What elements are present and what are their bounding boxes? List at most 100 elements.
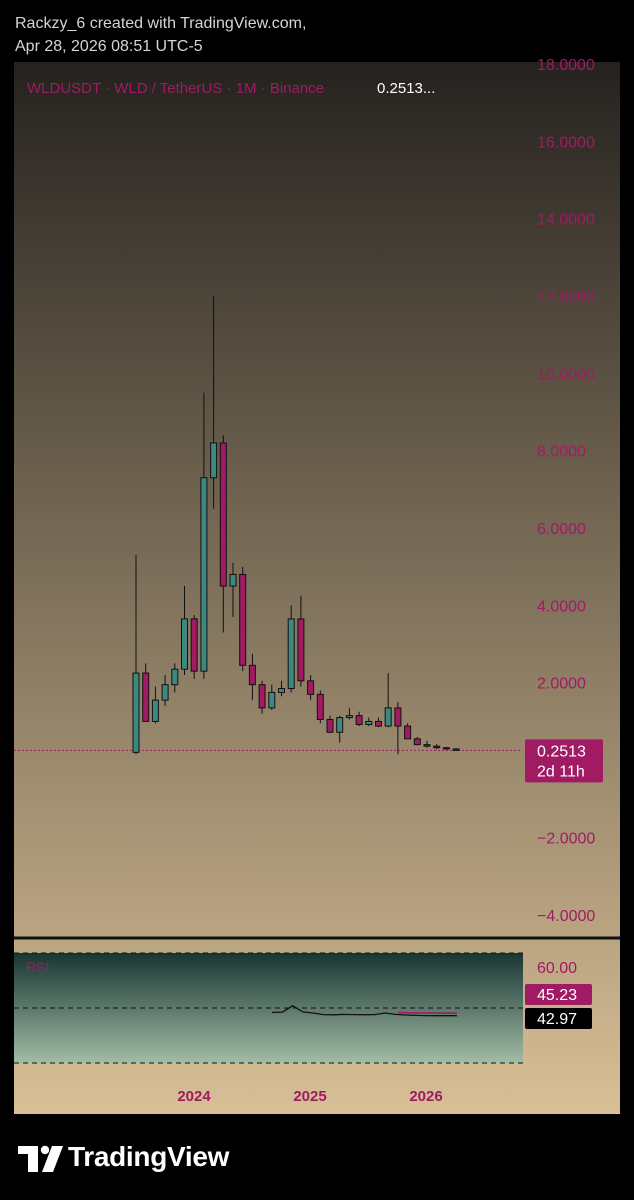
x-tick-label: 2024: [177, 1088, 211, 1105]
candle[interactable]: [229, 562, 237, 617]
x-axis[interactable]: 2024 2025 2026: [177, 1088, 442, 1105]
candle[interactable]: [219, 435, 227, 633]
candle[interactable]: [375, 717, 382, 728]
candle-body-down: [248, 664, 256, 686]
candle-body-up: [268, 691, 276, 709]
candle-body-down: [442, 747, 450, 750]
y-tick-label: 2.0000: [537, 676, 586, 693]
rsi-tag-lower-background: [525, 1008, 592, 1029]
candle[interactable]: [268, 684, 276, 710]
candle[interactable]: [142, 663, 150, 722]
candle[interactable]: [287, 605, 295, 693]
candle[interactable]: [442, 746, 450, 751]
candle[interactable]: [190, 615, 198, 679]
candle-body-up: [161, 684, 169, 701]
candle-body-down: [258, 684, 266, 709]
candle-body-up: [345, 715, 353, 719]
legend-price: 0.2513...: [377, 80, 435, 97]
candle[interactable]: [384, 673, 392, 728]
candle-body-down: [307, 680, 315, 695]
candle[interactable]: [171, 663, 179, 693]
y-tick-label: 12.0000: [537, 289, 595, 306]
candle[interactable]: [161, 675, 169, 706]
candle[interactable]: [365, 717, 373, 727]
tradingview-logo-icon[interactable]: [16, 1140, 256, 1180]
rsi-tag-lower: 42.97: [525, 1008, 592, 1029]
header-date-line: Apr 28, 2026 08:51 UTC-5: [15, 38, 203, 55]
candle[interactable]: [345, 707, 353, 720]
candle-body-up: [210, 442, 218, 479]
rsi-line[interactable]: [271, 1005, 457, 1017]
candle-body-down: [297, 618, 305, 682]
rsi-label[interactable]: RSI: [26, 959, 49, 975]
candle[interactable]: [297, 595, 305, 687]
candle[interactable]: [336, 715, 344, 743]
y-tick-label: 4.0000: [537, 598, 586, 615]
chart-header: Rackzy_6 created with TradingView.com, A…: [15, 12, 575, 58]
price-tag-background: [525, 739, 603, 783]
x-tick-label: 2025: [293, 1088, 326, 1105]
candle[interactable]: [181, 586, 188, 676]
candle-body-down: [239, 573, 247, 666]
tradingview-brand: TradingView: [68, 1141, 230, 1172]
candle[interactable]: [258, 680, 266, 714]
candle-body-down: [190, 618, 198, 672]
candle-body-down: [316, 693, 324, 720]
candle-body-down: [423, 744, 431, 747]
candle[interactable]: [423, 740, 431, 748]
rsi-ma-line[interactable]: [397, 1011, 457, 1015]
candle[interactable]: [151, 686, 159, 724]
candle[interactable]: [355, 711, 363, 727]
candle-body-down: [375, 720, 382, 727]
candle-body-down: [404, 725, 412, 740]
rsi-tag-lower-value: 42.97: [537, 1011, 577, 1028]
candle[interactable]: [132, 555, 140, 755]
candle[interactable]: [307, 675, 315, 701]
candle-body-up: [278, 688, 285, 693]
candle-body-up: [384, 707, 392, 727]
candle[interactable]: [316, 690, 324, 724]
y-axis[interactable]: 18.0000 16.0000 14.0000 12.0000 10.0000 8.000…: [537, 57, 595, 925]
candle-body-up: [200, 477, 208, 672]
candle-body-down: [433, 745, 441, 749]
candle-body-up: [365, 720, 373, 726]
candle[interactable]: [248, 653, 256, 701]
candle-body-down: [219, 442, 227, 587]
candle-body-down: [355, 715, 363, 726]
price-tag-countdown: 2d 11h: [537, 763, 585, 780]
y-tick-label: 14.0000: [537, 212, 595, 229]
candle[interactable]: [239, 566, 247, 672]
y-tick-label: 10.0000: [537, 366, 595, 383]
x-tick-label: 2026: [409, 1088, 442, 1105]
rsi-tag-upper: 45.23: [525, 984, 592, 1005]
candle-body-up: [171, 668, 179, 686]
y-tick-label: 6.0000: [537, 521, 586, 538]
candle-body-down: [394, 707, 402, 727]
price-tag-value: 0.2513: [537, 743, 586, 760]
candle-body-down: [452, 748, 460, 751]
candle[interactable]: [404, 723, 412, 740]
candle[interactable]: [413, 736, 421, 746]
rsi-tag-upper-value: 45.23: [537, 987, 577, 1004]
candle-body-down: [326, 718, 334, 733]
last-price-tag: 0.2513 2d 11h: [525, 739, 603, 783]
candle[interactable]: [210, 295, 218, 509]
y-tick-label: 18.0000: [537, 57, 595, 74]
candle-body-up: [181, 618, 188, 670]
candlestick-series[interactable]: [132, 295, 460, 755]
candle[interactable]: [326, 715, 334, 734]
rsi-tag-upper-background: [525, 984, 592, 1005]
candle[interactable]: [200, 392, 208, 679]
candle-body-up: [287, 618, 295, 690]
candle[interactable]: [452, 748, 460, 751]
candle-body-up: [132, 672, 140, 753]
candle[interactable]: [433, 743, 441, 750]
header-author-line: Rackzy_6 created with TradingView.com,: [15, 15, 307, 32]
y-tick-label: 16.0000: [537, 134, 595, 151]
candle[interactable]: [278, 680, 285, 697]
legend-symbol[interactable]: WLDUSDT · WLD / TetherUS · 1M · Binance: [27, 80, 324, 97]
candle-body-down: [142, 672, 150, 722]
candle[interactable]: [394, 702, 402, 755]
y-tick-label: −2.0000: [537, 830, 595, 847]
